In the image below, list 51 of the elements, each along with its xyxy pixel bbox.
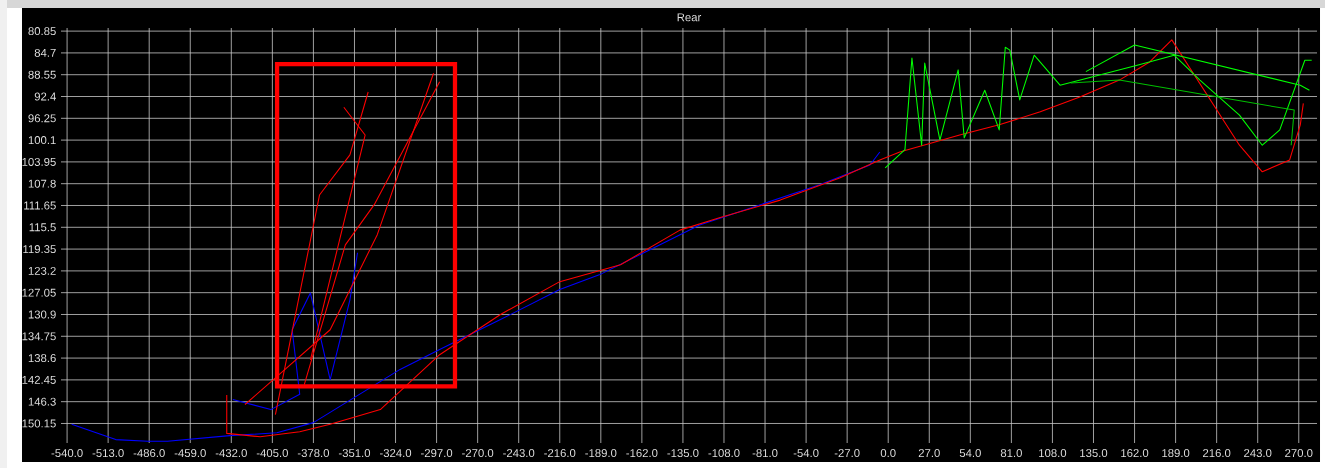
y-tick-label: 111.65	[24, 201, 56, 210]
x-tick-label: -54.0	[793, 449, 819, 458]
x-tick-label: -189.0	[585, 449, 617, 458]
x-tick-label: -432.0	[215, 449, 247, 458]
x-tick-label: -162.0	[626, 449, 658, 458]
y-tick-label: 84.7	[34, 48, 56, 57]
x-tick-label: 243.0	[1244, 449, 1272, 458]
y-tick-label: 115.5	[29, 223, 56, 232]
y-tick-label: 127.05	[22, 288, 56, 297]
x-tick-label: -27.0	[834, 449, 860, 458]
x-tick-label: -216.0	[544, 449, 576, 458]
y-tick-label: 88.55	[28, 70, 56, 79]
x-tick-label: -270.0	[462, 449, 494, 458]
x-tick-label: -486.0	[133, 449, 165, 458]
x-tick-label: 54.0	[959, 449, 981, 458]
x-tick-label: 270.0	[1285, 449, 1313, 458]
x-tick-label: 162.0	[1121, 449, 1149, 458]
y-tick-label: 100.1	[28, 136, 56, 145]
y-tick-label: 119.35	[23, 245, 56, 254]
y-tick-label: 123.2	[28, 266, 56, 275]
x-tick-label: -324.0	[379, 449, 412, 458]
x-tick-label: -405.0	[256, 449, 288, 458]
chart-title: Rear	[677, 13, 702, 22]
x-tick-label: 189.0	[1162, 449, 1190, 458]
x-tick-label: 27.0	[918, 449, 940, 458]
y-tick-label: 107.8	[28, 179, 56, 188]
x-tick-label: -459.0	[174, 449, 206, 458]
x-tick-label: -243.0	[503, 449, 535, 458]
x-tick-label: -135.0	[667, 449, 699, 458]
y-tick-label: 150.15	[22, 419, 56, 428]
y-tick-label: 146.3	[28, 397, 56, 406]
x-tick-label: 81.0	[1000, 449, 1022, 458]
x-tick-label: -108.0	[708, 449, 740, 458]
y-tick-label: 103.95	[22, 157, 56, 166]
x-tick-label: 0.0	[880, 449, 896, 458]
x-tick-label: -378.0	[297, 449, 330, 458]
x-tick-label: -540.0	[51, 449, 83, 458]
y-tick-label: 142.45	[22, 375, 56, 384]
x-tick-label: -513.0	[92, 449, 124, 458]
y-tick-label: 96.25	[28, 114, 56, 123]
x-tick-label: 216.0	[1203, 449, 1231, 458]
y-tick-label: 130.9	[28, 310, 56, 319]
y-tick-label: 80.85	[28, 27, 56, 36]
y-tick-label: 134.75	[22, 332, 56, 341]
x-tick-label: -297.0	[421, 449, 453, 458]
x-tick-label: 135.0	[1080, 449, 1108, 458]
x-tick-label: 108.0	[1039, 449, 1067, 458]
y-tick-label: 92.4	[34, 92, 56, 101]
y-tick-label: 138.6	[28, 354, 56, 363]
x-tick-label: -81.0	[752, 449, 778, 458]
x-tick-label: -351.0	[338, 449, 371, 458]
